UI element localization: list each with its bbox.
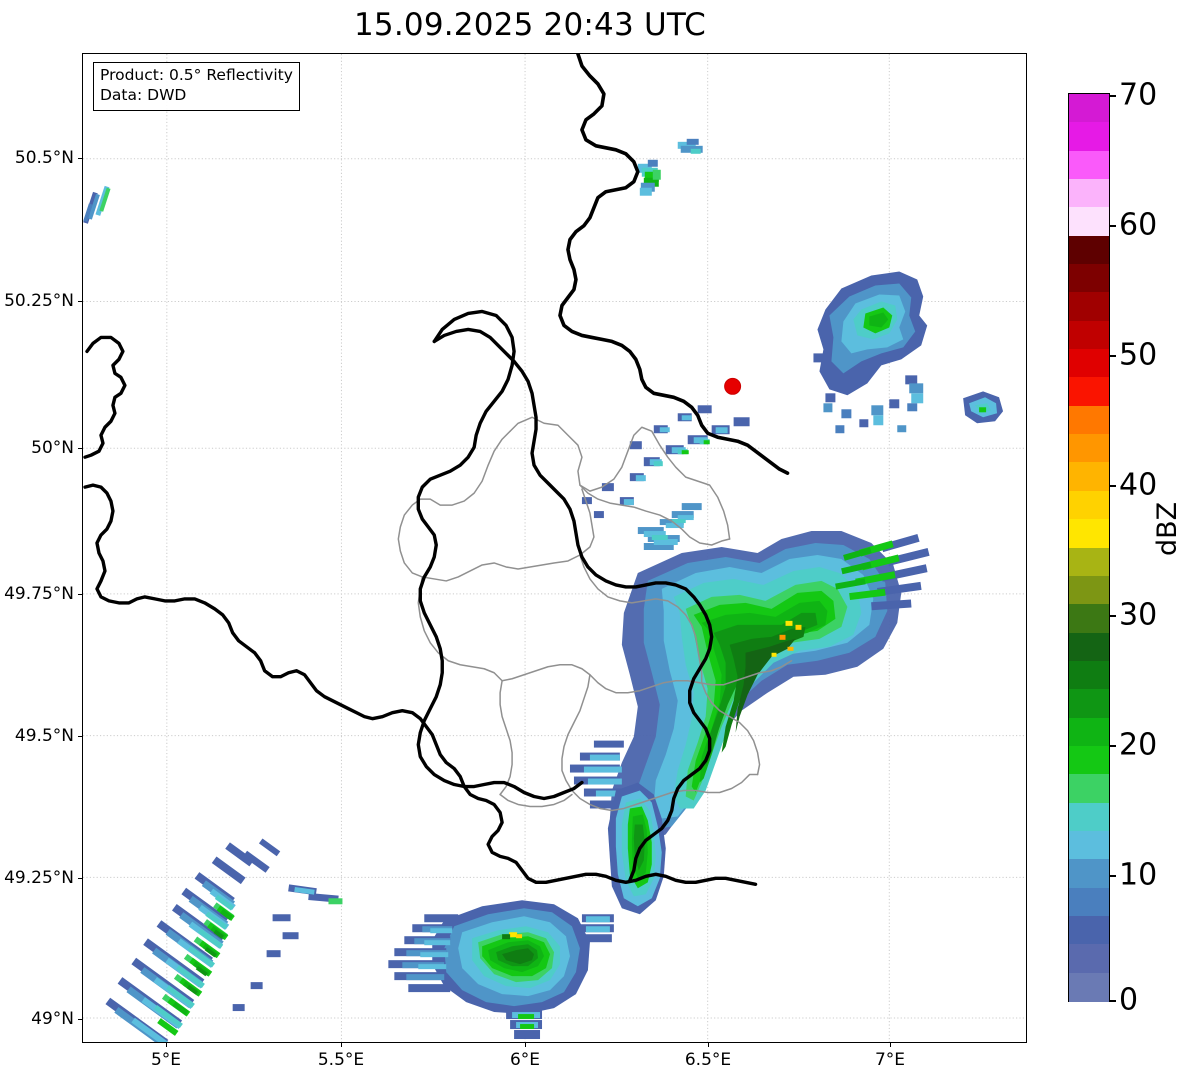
ytick-label-50: 50°N — [31, 438, 74, 458]
colorbar-axis-label: dBZ — [1152, 501, 1183, 556]
xtick-label-6-5e: 6.5°E — [684, 1050, 732, 1070]
cb-tick-40 — [1110, 485, 1116, 487]
ytick-mark-49-25 — [78, 878, 82, 880]
colorbar-band-55-57.5 — [1069, 235, 1109, 266]
colorbar-band-7.5-10 — [1069, 774, 1109, 804]
colorbar-band-62.5-65 — [1069, 150, 1109, 181]
colorbar-band-5-7.5 — [1069, 802, 1109, 833]
country-borders — [83, 309, 758, 887]
radar-map-svg — [83, 54, 1026, 1042]
ytick-mark-50-5 — [78, 158, 82, 160]
cb-label-50: 50 — [1119, 337, 1158, 373]
ytick-label-50-25: 50.25°N — [4, 291, 74, 311]
cb-label-10: 10 — [1119, 857, 1158, 893]
echo-southeast-band — [607, 782, 666, 915]
cb-tick-20 — [1110, 745, 1116, 747]
xtick-label-5e: 5°E — [150, 1050, 182, 1070]
colorbar-band-32.5-35 — [1069, 490, 1109, 521]
xtick-label-6e: 6°E — [509, 1050, 541, 1070]
ytick-label-49-25: 49.25°N — [4, 868, 74, 888]
map-plot-area[interactable]: Product: 0.5° Reflectivity Data: DWD — [82, 53, 1027, 1043]
product-info-box: Product: 0.5° Reflectivity Data: DWD — [93, 62, 300, 111]
colorbar-band--5--2.5 — [1069, 915, 1109, 946]
ytick-label-49-5: 49.5°N — [14, 726, 74, 746]
cb-label-20: 20 — [1119, 727, 1158, 763]
info-data-line: Data: DWD — [100, 85, 187, 104]
colorbar-band-2.5-5 — [1069, 830, 1109, 861]
ytick-label-49: 49°N — [31, 1009, 74, 1029]
ytick-mark-50-25 — [78, 301, 82, 303]
cb-tick-70 — [1110, 95, 1116, 97]
colorbar-band--10--7.5 — [1069, 972, 1109, 1003]
page-title: 15.09.2025 20:43 UTC — [354, 7, 706, 43]
colorbar-band-37.5-40 — [1069, 434, 1109, 464]
colorbar-band-42.5-45 — [1069, 377, 1109, 407]
colorbar-band-17.5-20 — [1069, 660, 1109, 691]
colorbar-band--2.5-0 — [1069, 887, 1109, 918]
echo-far-west-streak — [83, 185, 111, 224]
info-product-line: Product: 0.5° Reflectivity — [100, 66, 293, 84]
colorbar-band-30-32.5 — [1069, 519, 1109, 549]
echo-northeast-small-cell — [963, 391, 1004, 424]
colorbar-band-0-2.5 — [1069, 859, 1109, 889]
colorbar-band-27.5-30 — [1069, 547, 1109, 577]
colorbar-band-67.5-70 — [1069, 94, 1109, 124]
colorbar-band-10-12.5 — [1069, 745, 1109, 776]
xtick-mark-5-5e — [341, 1043, 343, 1047]
xtick-label-5-5e: 5.5°E — [317, 1050, 365, 1070]
colorbar-band-20-22.5 — [1069, 632, 1109, 662]
colorbar-band-57.5-60 — [1069, 207, 1109, 237]
country-border-traced — [558, 54, 790, 475]
colorbar-band-25-27.5 — [1069, 575, 1109, 606]
ytick-mark-49-5 — [78, 736, 82, 738]
colorbar[interactable] — [1068, 93, 1110, 1003]
echo-north-border-cell — [637, 159, 661, 196]
region-borders — [397, 416, 793, 812]
colorbar-band-52.5-55 — [1069, 264, 1109, 294]
cb-label-0: 0 — [1119, 982, 1139, 1018]
ytick-mark-50 — [78, 448, 82, 450]
cb-tick-30 — [1110, 615, 1116, 617]
cb-tick-10 — [1110, 875, 1116, 877]
colorbar-band-65-67.5 — [1069, 122, 1109, 152]
xtick-mark-5e — [166, 1043, 168, 1047]
colorbar-band-22.5-25 — [1069, 604, 1109, 634]
ytick-mark-49 — [78, 1019, 82, 1021]
echo-northeast-cluster — [813, 271, 928, 434]
cb-tick-50 — [1110, 355, 1116, 357]
echo-southwest-band — [105, 838, 343, 1042]
xtick-mark-7e — [890, 1043, 892, 1047]
echo-north-small-streak — [677, 138, 703, 154]
radar-echo-layer — [83, 138, 1004, 1042]
colorbar-band-12.5-15 — [1069, 717, 1109, 747]
cb-label-70: 70 — [1119, 77, 1158, 113]
cb-tick-0 — [1110, 1000, 1116, 1002]
ytick-label-49-75: 49.75°N — [4, 584, 74, 604]
xtick-label-7e: 7°E — [874, 1050, 906, 1070]
colorbar-band--7.5--5 — [1069, 944, 1109, 974]
colorbar-band-47.5-50 — [1069, 320, 1109, 351]
xtick-mark-6e — [525, 1043, 527, 1047]
colorbar-band-60-62.5 — [1069, 179, 1109, 209]
colorbar-band-50-52.5 — [1069, 292, 1109, 322]
cb-label-30: 30 — [1119, 597, 1158, 633]
cb-label-60: 60 — [1119, 207, 1158, 243]
ytick-label-50-5: 50.5°N — [14, 148, 74, 168]
colorbar-band-15-17.5 — [1069, 689, 1109, 719]
xtick-mark-6-5e — [708, 1043, 710, 1047]
echo-south-central-cell — [388, 900, 614, 1040]
cb-label-40: 40 — [1119, 467, 1158, 503]
colorbar-band-35-37.5 — [1069, 462, 1109, 492]
ytick-mark-49-75 — [78, 594, 82, 596]
colorbar-band-45-47.5 — [1069, 349, 1109, 379]
colorbar-band-40-42.5 — [1069, 405, 1109, 436]
cb-tick-60 — [1110, 225, 1116, 227]
